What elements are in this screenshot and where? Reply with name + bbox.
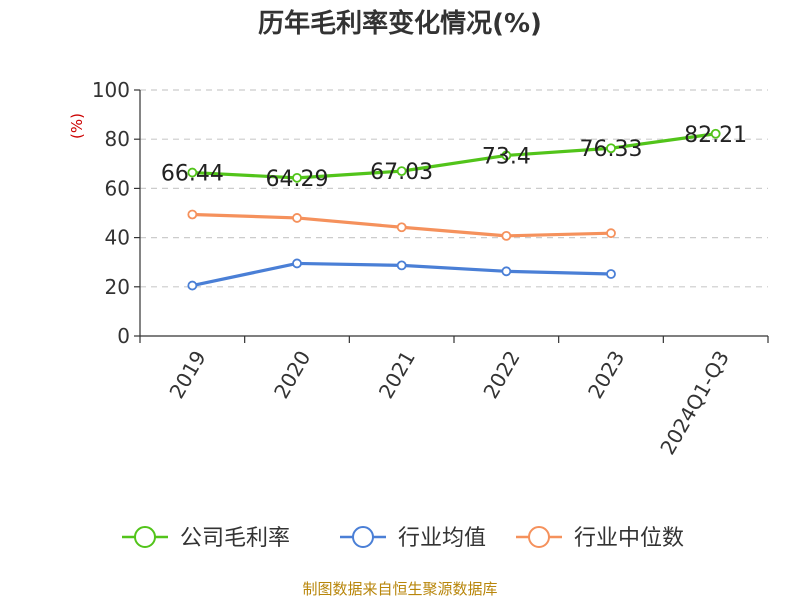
data-point xyxy=(501,230,512,241)
series-line-0 xyxy=(192,132,716,180)
legend-item-1[interactable]: 行业均值 xyxy=(340,526,486,551)
data-point xyxy=(501,266,512,277)
legend-item-2[interactable]: 行业中位数 xyxy=(516,526,684,551)
data-point xyxy=(606,143,616,154)
series-layer xyxy=(187,128,721,291)
data-label: 82.21 xyxy=(684,123,747,148)
x-tick-label-2023: 2023 xyxy=(583,347,629,403)
data-point xyxy=(396,166,407,177)
data-label: 67.03 xyxy=(370,160,433,185)
x-tick-label-2024Q1-Q3: 2024Q1-Q3 xyxy=(655,347,734,459)
data-label: 76.33 xyxy=(580,137,643,162)
y-tick-label-0: 0 xyxy=(117,324,130,348)
y-tick-label-60: 60 xyxy=(105,176,130,200)
series-0 xyxy=(187,128,721,183)
y-axis-label: (%) xyxy=(68,113,86,139)
data-point xyxy=(396,222,407,233)
legend-marker xyxy=(528,526,550,548)
data-label: 64.29 xyxy=(266,167,329,192)
x-tick-label-2022: 2022 xyxy=(478,347,524,403)
data-point xyxy=(606,269,616,279)
legend: 公司毛利率 行业均值 行业中位数 xyxy=(122,526,684,551)
data-point xyxy=(187,167,198,178)
data-point xyxy=(292,172,302,183)
legend-marker xyxy=(134,526,156,548)
x-tick-label-2019: 2019 xyxy=(164,347,210,403)
data-point xyxy=(710,128,721,139)
source-note: 制图数据来自恒生聚源数据库 xyxy=(302,580,497,598)
legend-label: 行业均值 xyxy=(398,526,486,551)
y-tick-label-100: 100 xyxy=(92,78,130,102)
data-point xyxy=(187,280,198,291)
data-label: 66.44 xyxy=(161,162,224,187)
series-1 xyxy=(187,258,616,291)
x-tick-label-2020: 2020 xyxy=(269,347,315,403)
x-tick-label-2021: 2021 xyxy=(374,347,420,403)
legend-item-0[interactable]: 公司毛利率 xyxy=(122,526,290,551)
data-point xyxy=(501,150,512,161)
legend-label: 行业中位数 xyxy=(574,526,684,551)
legend-label: 公司毛利率 xyxy=(180,526,290,551)
y-tick-label-20: 20 xyxy=(105,275,130,299)
chart-title: 历年毛利率变化情况(%) xyxy=(258,8,542,39)
legend-marker xyxy=(352,526,374,548)
data-labels: 66.44 64.29 67.03 73.4 76.33 82.21 xyxy=(161,123,747,192)
y-tick-label-80: 80 xyxy=(105,127,130,151)
data-label: 73.4 xyxy=(482,144,531,169)
data-point xyxy=(292,213,302,223)
grid xyxy=(140,89,768,288)
data-point xyxy=(187,209,198,220)
series-2 xyxy=(187,209,616,241)
data-point xyxy=(292,258,302,269)
y-tick-label-40: 40 xyxy=(105,226,130,250)
data-point xyxy=(396,260,407,271)
data-point xyxy=(606,228,616,239)
